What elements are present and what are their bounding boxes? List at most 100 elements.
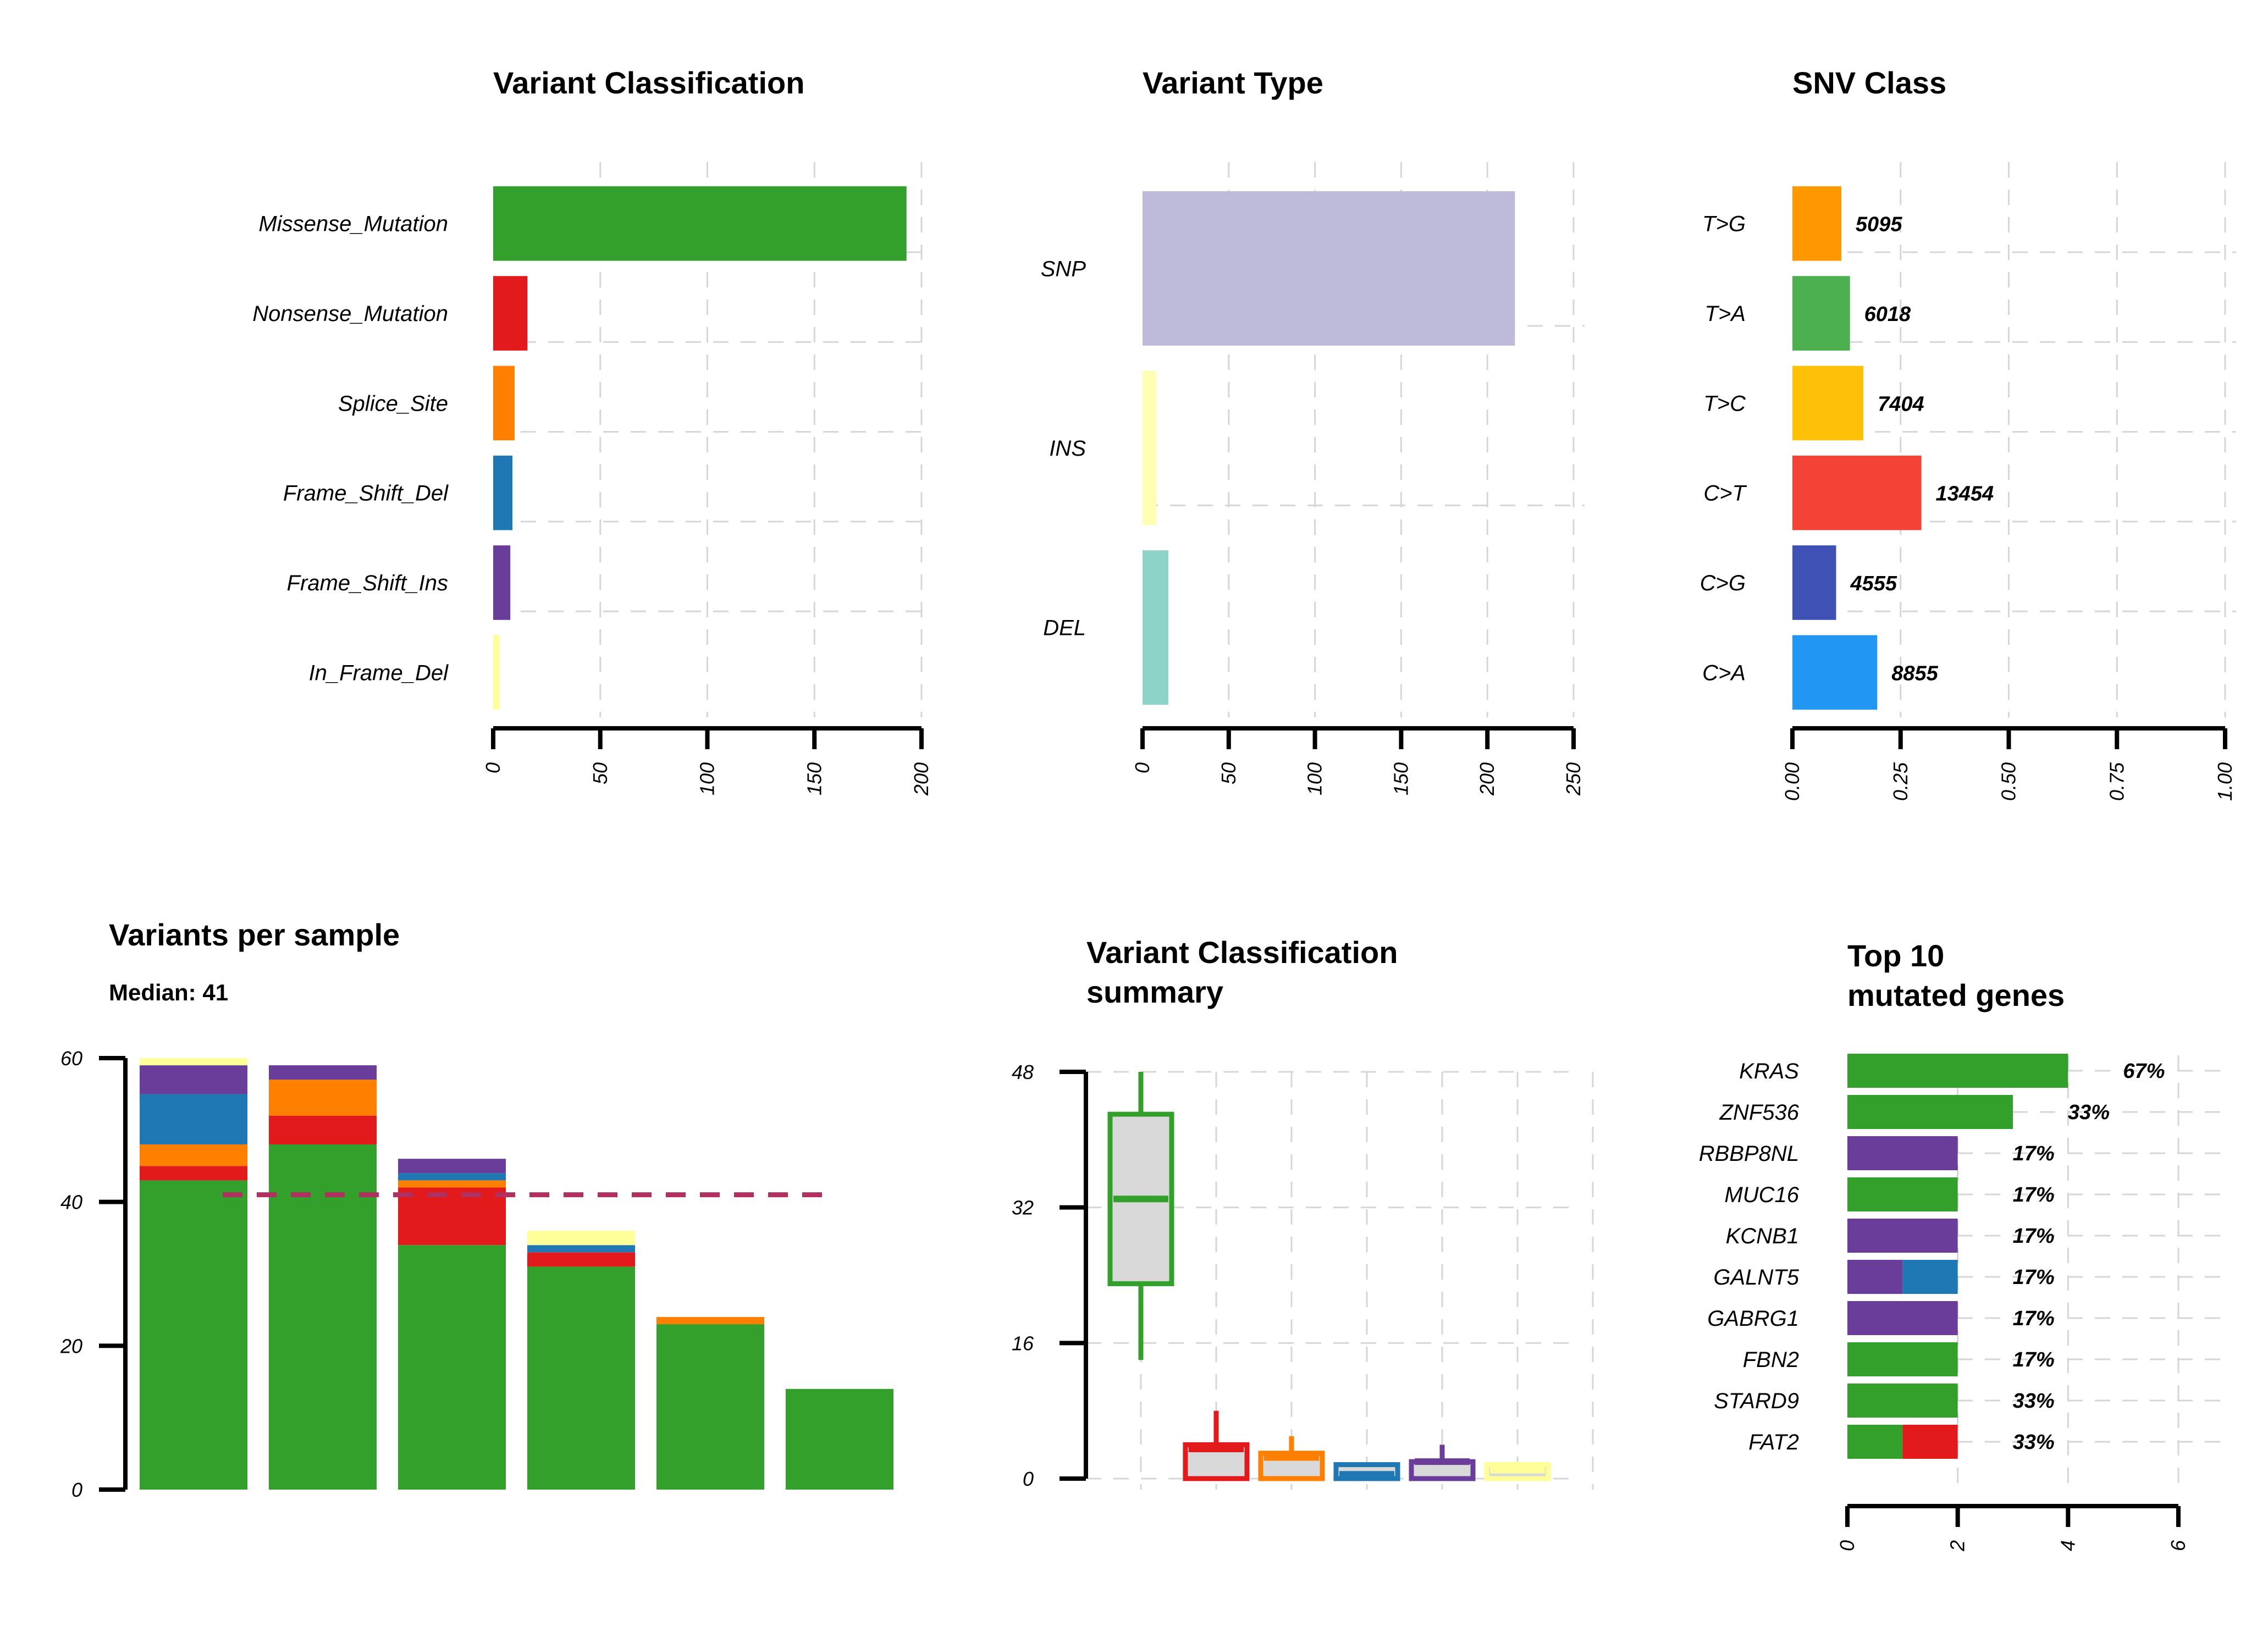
panel-title: mutated genes	[1847, 978, 2065, 1012]
category-label: C>G	[1700, 571, 1746, 595]
category-label: C>A	[1702, 661, 1746, 685]
x-tick-label: 0	[482, 762, 504, 773]
bar-segment-nonsense-mutation	[269, 1115, 377, 1144]
bar-c-a	[1792, 635, 1878, 710]
bar-segment-missense-mutation	[656, 1324, 764, 1490]
x-tick-label: 0	[1131, 762, 1154, 773]
bar-value-label: 7404	[1878, 392, 1924, 416]
bar-snp	[1143, 191, 1515, 346]
x-tick-label: 4	[2056, 1540, 2079, 1551]
gene-percent-label: 17%	[2013, 1266, 2055, 1289]
snv-class-panel: SNV Class T>G 5095 T>A 6018 T>C 7404 C>T 13454 C>…	[1700, 65, 2236, 801]
bar-segment-splice-site	[656, 1317, 764, 1325]
gene-label: GABRG1	[1707, 1307, 1799, 1331]
category-label: INS	[1049, 436, 1086, 461]
y-tick-label: 0	[71, 1479, 82, 1501]
bar-c-t	[1792, 455, 1922, 530]
x-tick-label: 0.25	[1889, 762, 1912, 801]
x-tick-label: 200	[1476, 762, 1498, 796]
category-label: DEL	[1043, 616, 1086, 640]
bar-segment-in-frame-del	[140, 1058, 247, 1066]
category-label: Splice_Site	[338, 391, 448, 416]
gene-label: KRAS	[1739, 1059, 1799, 1083]
bar-value-label: 6018	[1864, 303, 1911, 326]
gene-bar-segment	[1847, 1260, 1903, 1294]
x-tick-label: 100	[1304, 762, 1326, 795]
bar-missense-mutation	[493, 186, 907, 261]
bar-segment-nonsense-mutation	[140, 1166, 247, 1181]
panel-title: Variants per sample	[109, 917, 400, 952]
x-tick-label: 250	[1562, 762, 1585, 796]
panel-title: Variant Type	[1143, 65, 1323, 100]
variants-per-sample-panel: Variants per sample Median: 41 0 20 40 60	[60, 917, 893, 1501]
x-tick-label: 200	[910, 762, 932, 796]
x-tick-label: 0	[1836, 1540, 1858, 1551]
panel-title: SNV Class	[1792, 65, 1946, 100]
y-tick-label: 0	[1023, 1468, 1034, 1490]
gene-percent-label: 67%	[2123, 1060, 2165, 1083]
bar-segment-frame-shift-ins	[269, 1065, 377, 1080]
gene-bar-segment	[1902, 1260, 1958, 1294]
gene-label: FBN2	[1743, 1348, 1799, 1372]
gene-percent-label: 17%	[2013, 1142, 2055, 1165]
gene-label: ZNF536	[1719, 1100, 1800, 1125]
gene-bar-segment	[1847, 1301, 1958, 1335]
gene-percent-label: 33%	[2068, 1101, 2110, 1124]
bar-segment-frame-shift-del	[140, 1094, 247, 1144]
gene-label: GALNT5	[1713, 1265, 1799, 1290]
bar-segment-splice-site	[398, 1180, 506, 1188]
gene-label: STARD9	[1714, 1389, 1799, 1413]
category-label: Frame_Shift_Ins	[287, 571, 448, 595]
panel-title: Top 10	[1847, 938, 1944, 973]
gene-bar-segment	[1847, 1095, 2013, 1129]
bar-segment-nonsense-mutation	[527, 1252, 635, 1267]
category-label: Nonsense_Mutation	[252, 302, 448, 326]
gene-bar-segment	[1902, 1425, 1958, 1459]
variant-type-panel: Variant Type SNP INS DEL 0 50 100 150 200 250	[1041, 65, 1585, 796]
gene-label: FAT2	[1748, 1430, 1799, 1454]
bar-value-label: 4555	[1850, 572, 1897, 595]
category-label: C>T	[1703, 482, 1747, 506]
gene-percent-label: 17%	[2013, 1183, 2055, 1207]
bar-value-label: 5095	[1856, 213, 1902, 236]
bar-t-c	[1792, 366, 1864, 441]
x-tick-label: 50	[589, 762, 611, 784]
bar-in-frame-del	[493, 635, 500, 710]
x-tick-label: 100	[696, 762, 719, 795]
x-tick-label: 0.00	[1781, 762, 1803, 801]
bar-segment-missense-mutation	[786, 1388, 893, 1490]
bar-segment-missense-mutation	[398, 1245, 506, 1490]
gene-percent-label: 33%	[2013, 1431, 2055, 1454]
y-tick-label: 60	[60, 1047, 82, 1070]
category-label: Missense_Mutation	[258, 212, 448, 236]
panel-title: Variant Classification	[493, 65, 804, 100]
gene-percent-label: 17%	[2013, 1225, 2055, 1248]
gene-label: RBBP8NL	[1699, 1142, 1799, 1166]
bar-t-g	[1792, 186, 1841, 261]
y-tick-label: 16	[1012, 1332, 1034, 1354]
category-label: SNP	[1041, 257, 1086, 281]
bar-del	[1143, 550, 1169, 705]
x-tick-label: 0.75	[2105, 762, 2128, 801]
bar-segment-nonsense-mutation	[398, 1187, 506, 1246]
gene-bar-segment	[1847, 1136, 1958, 1170]
gene-percent-label: 33%	[2013, 1390, 2055, 1413]
bar-segment-missense-mutation	[527, 1266, 635, 1490]
bar-segment-frame-shift-ins	[398, 1159, 506, 1174]
bar-frame-shift-del	[493, 455, 513, 530]
y-tick-label: 40	[60, 1191, 82, 1214]
bar-segment-in-frame-del	[527, 1231, 635, 1246]
gene-label: KCNB1	[1726, 1224, 1799, 1248]
variant-classification-summary-panel: Variant Classification summary 0 16 32 48	[1012, 935, 1594, 1490]
gene-bar-segment	[1847, 1384, 1958, 1418]
panel-title: Variant Classification	[1086, 935, 1398, 970]
y-tick-label: 48	[1012, 1061, 1034, 1083]
variant-classification-panel: Variant Classification Missense_Mutation N…	[252, 65, 932, 796]
x-tick-label: 150	[803, 762, 825, 795]
bar-segment-frame-shift-del	[527, 1245, 635, 1253]
top10-genes-panel: Top 10 mutated genes KRAS 67% ZNF536 33% RBBP8…	[1699, 938, 2221, 1552]
x-tick-label: 150	[1389, 762, 1412, 795]
y-tick-label: 32	[1012, 1197, 1034, 1219]
x-tick-label: 0.50	[1997, 762, 2020, 801]
